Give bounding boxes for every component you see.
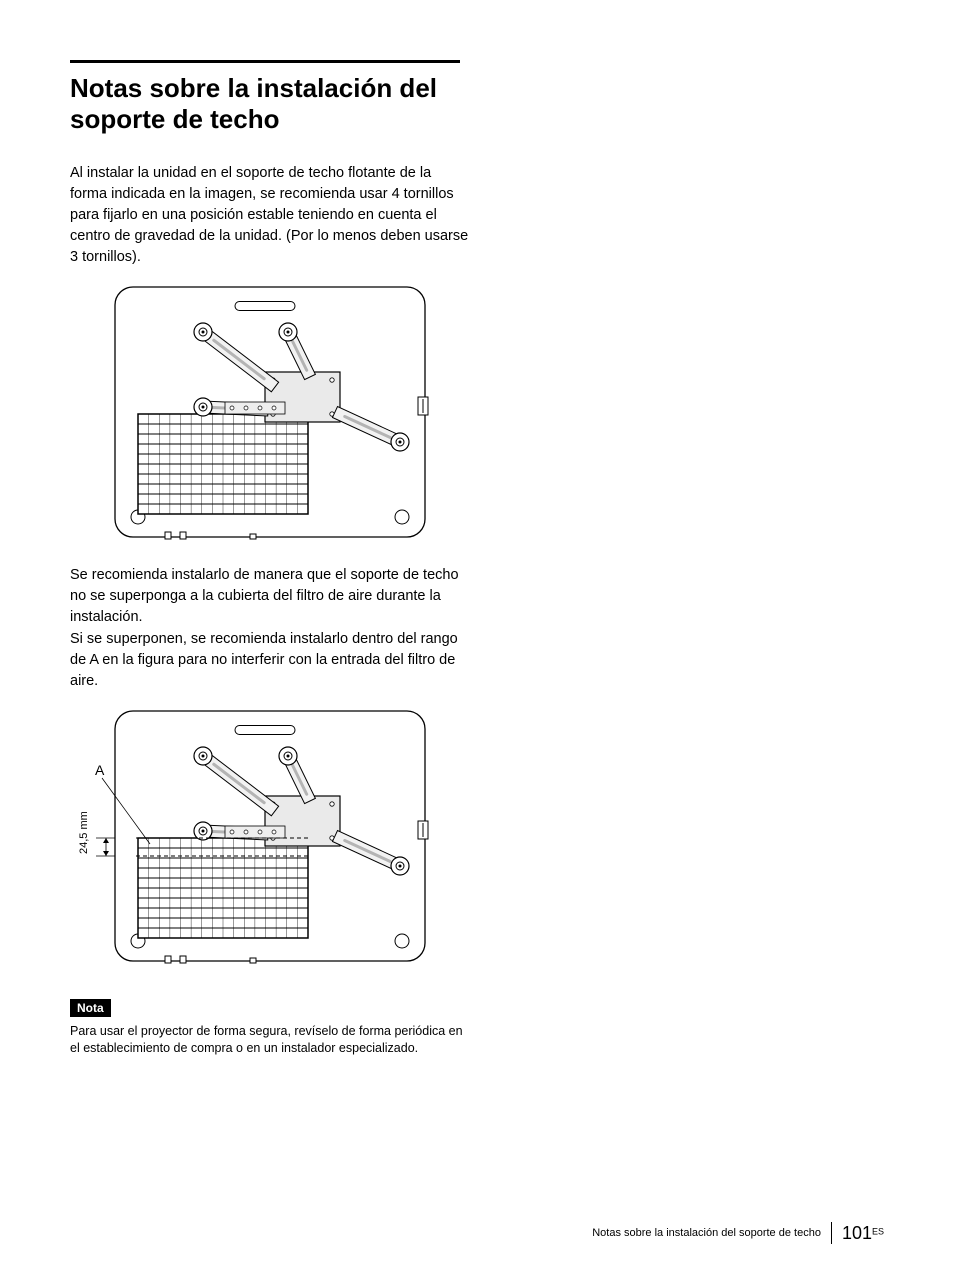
nota-badge: Nota: [70, 999, 111, 1017]
page-title: Notas sobre la instalación del soporte d…: [70, 73, 470, 135]
paragraph-2: Se recomienda instalarlo de manera que e…: [70, 565, 470, 691]
diagram-label-dimension: 24,5 mm: [78, 811, 90, 854]
paragraph-1: Al instalar la unidad en el soporte de t…: [70, 163, 470, 268]
diagram-2: A 24,5 mm: [80, 706, 490, 971]
footer-separator: [831, 1222, 832, 1244]
page-footer: Notas sobre la instalación del soporte d…: [592, 1222, 884, 1244]
title-rule: [70, 60, 460, 63]
nota-text: Para usar el proyector de forma segura, …: [70, 1023, 470, 1058]
diagram-1: [110, 282, 490, 547]
page-number: 101ES: [842, 1223, 884, 1244]
footer-title: Notas sobre la instalación del soporte d…: [592, 1227, 821, 1239]
diagram-label-a: A: [95, 762, 104, 778]
